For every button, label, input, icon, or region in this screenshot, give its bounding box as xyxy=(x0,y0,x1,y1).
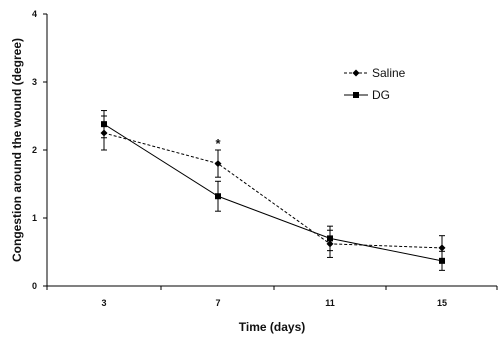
dg-data-point xyxy=(101,121,107,128)
y-tick-label: 4 xyxy=(32,9,37,19)
saline-legend-marker xyxy=(352,69,360,77)
dg-legend-label: DG xyxy=(372,88,390,102)
saline-legend-label: Saline xyxy=(372,66,406,80)
significance-marker: * xyxy=(215,136,221,151)
y-tick-label: 3 xyxy=(32,77,37,87)
dg-legend-marker xyxy=(353,92,359,98)
legend: Saline DG xyxy=(344,66,406,102)
y-axis-title: Congestion around the wound (degree) xyxy=(10,38,24,262)
y-tick-label: 0 xyxy=(32,281,37,291)
saline-data-point xyxy=(214,160,222,168)
dg-data-point xyxy=(215,193,221,200)
dg-data-point xyxy=(327,235,333,242)
saline-series-line xyxy=(103,132,443,249)
dg-data-point xyxy=(439,257,445,264)
y-tick-label: 1 xyxy=(32,213,37,223)
x-tick-label: 7 xyxy=(215,298,220,308)
y-tick-label: 2 xyxy=(32,145,37,155)
x-tick-label: 3 xyxy=(101,298,106,308)
saline-data-point xyxy=(438,244,446,252)
axes: 0 1 2 3 4 3 7 11 15 xyxy=(32,9,498,308)
x-tick-label: 11 xyxy=(325,298,335,308)
saline-data-point xyxy=(326,240,334,248)
x-axis-title: Time (days) xyxy=(239,320,305,334)
saline-data-point xyxy=(100,129,108,137)
dg-series-line xyxy=(103,123,443,262)
x-tick-label: 15 xyxy=(437,298,447,308)
series-layer: * xyxy=(100,110,446,271)
